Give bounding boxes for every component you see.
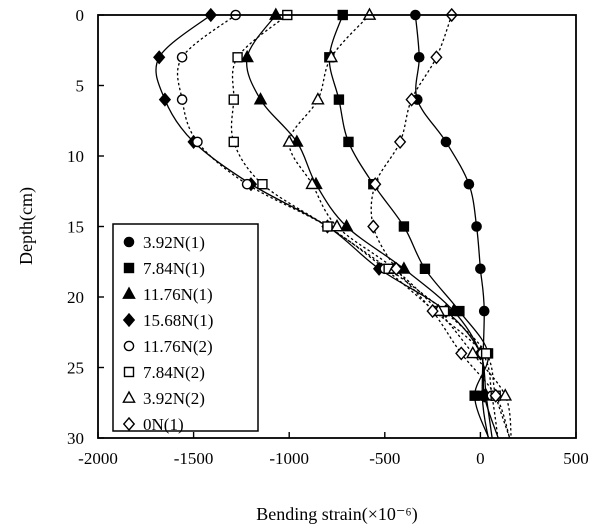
y-axis-title: Depth(cm) [16, 187, 37, 265]
legend-label: 15.68N(1) [143, 311, 213, 330]
data-point [498, 388, 513, 401]
data-point [440, 136, 452, 148]
data-point [333, 94, 345, 105]
legend-label: 0N(1) [143, 415, 184, 434]
legend-marker [122, 416, 136, 432]
series-markers [153, 7, 513, 403]
x-tick-label: -2000 [78, 449, 118, 468]
y-tick-label: 0 [76, 6, 85, 25]
x-tick-label: -1000 [269, 449, 309, 468]
data-point [430, 50, 443, 65]
legend-label: 7.84N(2) [143, 363, 205, 382]
data-point [369, 177, 382, 192]
x-axis-ticks: -2000 -1500 -1000 -500 0 500 [78, 432, 589, 468]
legend-marker [123, 262, 135, 274]
data-point [282, 134, 296, 147]
data-point [339, 219, 354, 232]
data-point [469, 390, 480, 401]
x-tick-label: -500 [369, 449, 400, 468]
data-point [232, 52, 243, 63]
legend-label: 11.76N(1) [143, 285, 213, 304]
data-point [480, 348, 492, 359]
legend-marker [122, 312, 136, 328]
y-tick-label: 25 [67, 359, 84, 378]
data-point [257, 178, 268, 190]
data-point [478, 305, 490, 317]
legend: 3.92N(1) 7.84N(1) 11.76N(1) 15.68N(1) 11.76N… [112, 223, 259, 434]
data-point [463, 178, 475, 190]
data-point [241, 178, 253, 190]
data-point [465, 345, 480, 359]
legend-marker [122, 286, 136, 299]
legend-marker [123, 340, 135, 352]
legend-box [112, 223, 259, 432]
y-tick-label: 5 [76, 77, 85, 96]
data-point [413, 52, 425, 63]
data-point [176, 94, 188, 105]
data-point [324, 49, 339, 63]
x-tick-label: 0 [476, 449, 485, 468]
legend-marker [123, 366, 135, 378]
data-point [405, 92, 418, 107]
data-point [489, 388, 502, 403]
y-tick-label: 10 [67, 147, 84, 166]
y-tick-label: 15 [67, 218, 84, 237]
legend-marker [123, 236, 135, 248]
data-point [228, 94, 239, 105]
data-point [330, 219, 344, 232]
data-point [455, 346, 468, 361]
data-point [390, 261, 403, 276]
data-point [343, 136, 354, 148]
legend-label: 3.92N(1) [143, 233, 205, 252]
x-axis-title: Bending strain(×10⁻⁶) [256, 504, 417, 525]
data-point [426, 304, 439, 319]
data-point [398, 221, 410, 232]
data-point [471, 221, 482, 232]
data-point [176, 52, 188, 63]
data-point [153, 50, 166, 65]
data-point [393, 134, 407, 149]
y-tick-label: 20 [67, 288, 84, 307]
x-tick-label: 500 [563, 449, 589, 468]
y-axis-ticks: 0 5 10 15 20 25 30 [67, 6, 104, 448]
x-tick-label: -1500 [174, 449, 214, 468]
data-point [367, 219, 380, 234]
y-tick-label: 30 [67, 429, 84, 448]
data-point [305, 176, 319, 190]
data-point [322, 221, 333, 232]
series-line [370, 14, 511, 439]
series-line [176, 14, 499, 439]
data-point [253, 92, 268, 105]
legend-label: 11.76N(2) [143, 337, 213, 356]
data-point [158, 92, 172, 107]
data-point [240, 49, 254, 63]
data-point [419, 263, 431, 274]
data-point [192, 136, 203, 148]
data-point [475, 263, 486, 275]
data-point [311, 92, 325, 105]
data-point [228, 136, 239, 148]
legend-label: 3.92N(2) [143, 389, 205, 408]
legend-marker [122, 390, 136, 403]
legend-label: 7.84N(1) [143, 259, 205, 278]
